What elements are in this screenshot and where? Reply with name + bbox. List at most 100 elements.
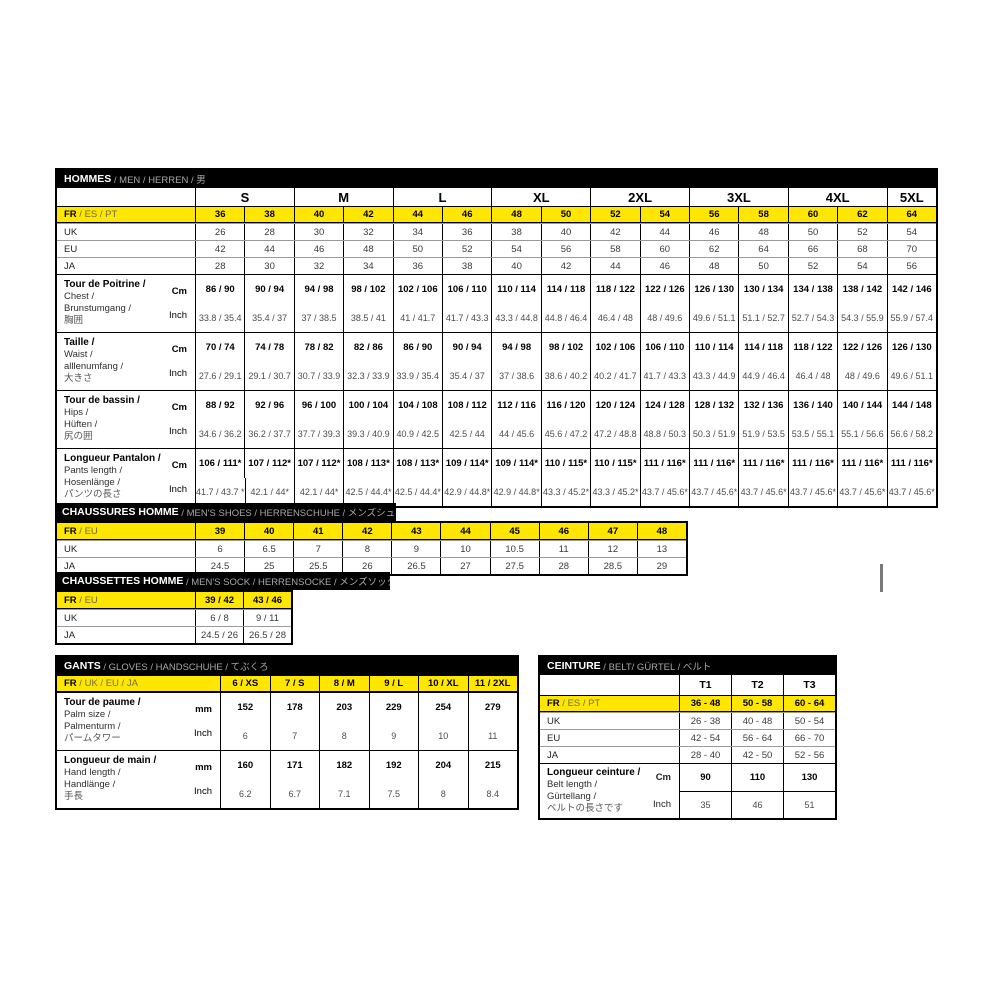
belt-length-inch-value: 35 (679, 791, 731, 818)
shoes-uk-value: 10.5 (489, 541, 539, 557)
waist-cm-value: 94 / 98 (491, 333, 540, 362)
eu-size-value: 68 (837, 241, 886, 257)
palm-mm-value: 279 (467, 693, 518, 722)
palm-inch-value: 7 (269, 721, 320, 750)
fr-size-value: 60 (787, 207, 837, 222)
shoes-uk-value: 7 (293, 541, 342, 557)
fr-size-value: 46 (442, 207, 491, 222)
hips-cm-value: 96 / 100 (293, 391, 343, 420)
hips-inch-cells: 34.6 / 36.2 36.2 / 37.7 37.7 / 39.3 39.3 / … (195, 419, 936, 448)
uk-row: UK 26 28 30 32 34 36 38 40 42 44 46 48 50 52 54 (57, 223, 936, 240)
palm-label-en: Palm size / (64, 709, 111, 720)
eu-size-value: 50 (392, 241, 442, 257)
gloves-size-value: 10 / XL (418, 676, 468, 691)
size-group-label: L (392, 188, 492, 206)
palm-inch-value: 10 (418, 721, 468, 750)
shoes-table-body: FR / EU 39 40 41 42 43 44 45 46 47 48 UK 6 6.5 7 8 9 1… (55, 521, 688, 576)
hips-inch-value: 56.6 / 58.2 (886, 419, 936, 448)
belt-uk-cells: 26 - 38 40 - 48 50 - 54 (679, 713, 835, 729)
waist-label-ja: 大きさ (64, 373, 93, 384)
pants-cm-value: 111 / 116* (738, 449, 787, 478)
hips-row: Tour de bassin / Hips / Hüften / 尻の囲 Cm … (57, 390, 936, 448)
uk-size-value: 34 (392, 224, 442, 240)
size-group-empty-cell (57, 188, 195, 206)
belt-t-label: T1 (679, 675, 731, 695)
pants-inch-cells: 41.7 / 43.7 * 42.1 / 44* 42.1 / 44* 42.5 / … (195, 477, 936, 506)
hand-mm-cells: 160 171 182 192 204 215 (220, 751, 517, 780)
hips-inch-value: 42.5 / 44 (442, 419, 491, 448)
gloves-table: GANTS / GLOVES / HANDSCHUHE / てぶくろ FR / … (55, 655, 519, 810)
inch-unit-label: Inch (653, 799, 671, 810)
palm-values: 152 178 203 229 254 279 6 7 8 9 10 11 (220, 693, 517, 750)
waist-inch-cells: 27.6 / 29.1 29.1 / 30.7 30.7 / 33.9 32.3 / … (195, 361, 936, 390)
chest-cm-value: 94 / 98 (293, 275, 343, 304)
fr-size-value: 50 (540, 207, 590, 222)
eu-size-value: 48 (343, 241, 392, 257)
belt-length-label-lines: Longueur ceinture / Belt length / Gürtel… (540, 764, 640, 818)
hips-inch-value: 55.1 / 56.6 (837, 419, 886, 448)
socks-ja-row: JA 24.5 / 26 26.5 / 28 (57, 626, 291, 643)
mm-unit-label: mm (195, 703, 212, 715)
ja-size-value: 52 (787, 258, 837, 274)
pants-inch-value: 43.7 / 45.6* (837, 477, 886, 506)
waist-inch-value: 40.2 / 41.7 (590, 361, 639, 390)
pants-inch-value: 42.1 / 44* (293, 477, 343, 506)
pants-cm-value: 107 / 112* (293, 449, 343, 478)
fr-size-value: 44 (392, 207, 442, 222)
uk-size-value: 54 (886, 224, 936, 240)
socks-fr-cells: 39 / 42 43 / 46 (195, 592, 291, 608)
hips-inch-value: 44 / 45.6 (491, 419, 540, 448)
belt-table: CEINTURE / BELT/ GÜRTEL / ベルト T1 T2 T3 FR … (538, 655, 837, 820)
uk-eu-ja-label: / UK / EU / JA (76, 678, 138, 689)
chest-inch-value: 54.3 / 55.9 (837, 303, 886, 332)
socks-table-title: CHAUSSETTES HOMME / MEN'S SOCK / HERRENS… (55, 572, 390, 590)
waist-cm-value: 86 / 90 (392, 333, 442, 362)
palm-inch-value: 8 (319, 721, 369, 750)
waist-cm-value: 98 / 102 (540, 333, 590, 362)
cm-unit-label: Cm (171, 343, 187, 355)
hand-mm-value: 192 (368, 751, 419, 780)
pants-inch-value: 42.5 / 44.4* (392, 477, 442, 506)
size-group-label: 2XL (590, 188, 689, 206)
pants-label-lines: Longueur Pantalon / Pants length / Hosen… (64, 453, 161, 502)
fr-size-value: 58 (738, 207, 787, 222)
chest-inch-value: 41.7 / 43.3 (442, 303, 491, 332)
pants-inch-value: 42.9 / 44.8* (491, 477, 540, 506)
chest-inch-value: 33.8 / 35.4 (195, 303, 244, 332)
fr-size-value: 36 (195, 207, 244, 222)
waist-cm-value: 110 / 114 (689, 333, 738, 362)
size-group-label: S (195, 188, 294, 206)
uk-size-value: 46 (689, 224, 738, 240)
title-main: CHAUSSETTES HOMME (62, 575, 184, 587)
pants-inch-value: 43.3 / 45.2* (540, 477, 590, 506)
hips-values: 88 / 92 92 / 96 96 / 100 100 / 104 104 / 108… (195, 391, 936, 448)
ja-size-value: 38 (442, 258, 491, 274)
cm-unit-label: Cm (171, 285, 187, 297)
hips-label-en: Hips / (64, 407, 89, 418)
uk-size-value: 48 (738, 224, 787, 240)
fr-label: FR (64, 525, 77, 537)
eu-label: / EU (76, 525, 98, 537)
belt-eu-value: 42 - 54 (679, 730, 731, 746)
ja-size-value: 40 (491, 258, 540, 274)
belt-uk-value: 40 - 48 (731, 713, 783, 729)
cm-unit-label: Cm (655, 772, 671, 783)
hand-inch-value: 7.1 (319, 779, 369, 808)
chest-inch-value: 37 / 38.5 (293, 303, 343, 332)
belt-length-inch-value: 46 (731, 791, 783, 818)
waist-inch-value: 43.3 / 44.9 (689, 361, 738, 390)
pants-label-en: Pants length / (64, 465, 123, 476)
cm-unit-label: Cm (171, 401, 187, 413)
es-pt-label: / ES / PT (559, 698, 601, 709)
palm-mm-value: 178 (269, 693, 320, 722)
hand-label-lines: Longueur de main / Hand length / Handlän… (64, 755, 156, 804)
pants-inch-value: 43.7 / 45.6* (787, 477, 837, 506)
belt-t-label: T3 (783, 675, 835, 695)
ja-size-value: 44 (590, 258, 639, 274)
mens-table-title: HOMMES / MEN / HERREN / 男 (57, 170, 936, 188)
chest-cm-value: 126 / 130 (689, 275, 738, 304)
eu-size-value: 44 (244, 241, 293, 257)
pants-cm-value: 111 / 116* (837, 449, 886, 478)
fr-size-value: 52 (590, 207, 639, 222)
